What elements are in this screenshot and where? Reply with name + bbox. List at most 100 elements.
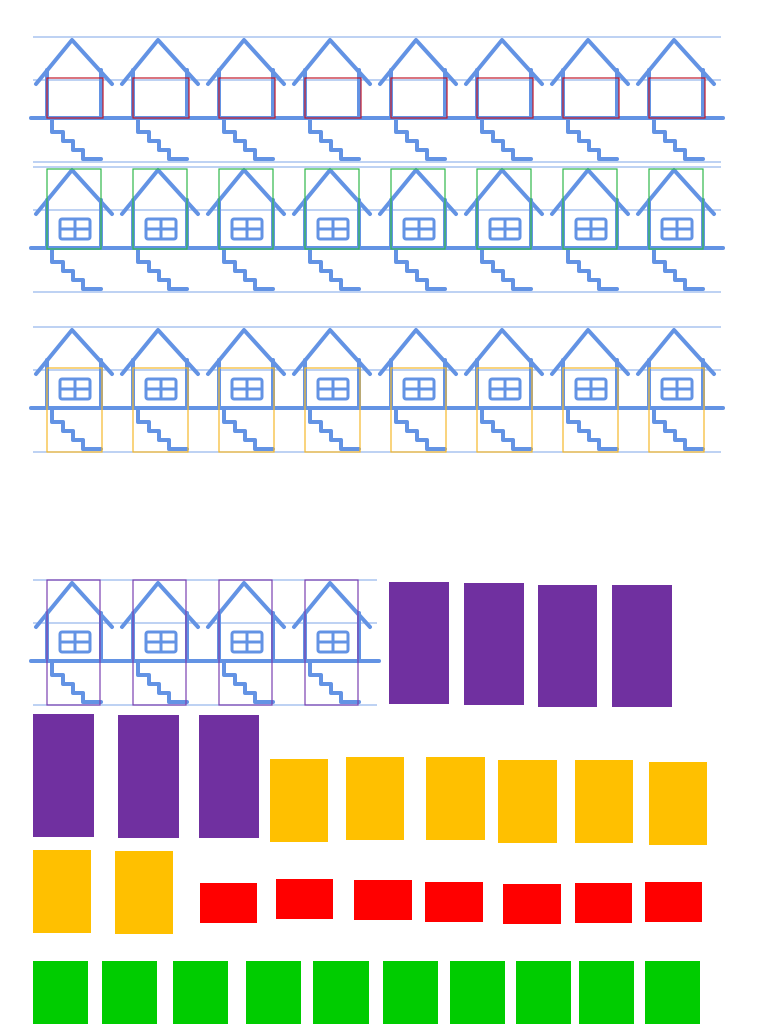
color-block: [246, 961, 301, 1024]
house: [29, 579, 123, 706]
house: [287, 328, 381, 453]
stairs: [480, 118, 533, 161]
highlight-box: [390, 367, 447, 453]
color-block: [575, 760, 633, 843]
highlight-box: [390, 168, 446, 250]
highlight-box: [648, 168, 704, 250]
color-block: [33, 961, 88, 1024]
color-block: [276, 879, 333, 919]
color-block: [173, 961, 228, 1024]
stairs: [50, 248, 103, 291]
stairs: [136, 661, 189, 704]
color-block: [33, 714, 94, 837]
color-block: [575, 883, 632, 923]
stairs: [136, 248, 189, 291]
color-block: [464, 583, 524, 705]
house: [287, 168, 381, 291]
color-block: [503, 884, 561, 924]
house: [201, 328, 295, 453]
stairs: [308, 408, 361, 451]
house: [115, 38, 209, 161]
house: [29, 328, 123, 453]
color-block: [612, 585, 672, 707]
color-block: [425, 882, 483, 922]
color-block: [538, 585, 597, 707]
stairs: [394, 408, 447, 451]
stairs: [566, 408, 619, 451]
highlight-box: [476, 367, 533, 453]
house: [115, 579, 209, 706]
color-block: [579, 961, 634, 1024]
highlight-box: [562, 77, 620, 119]
house: [201, 38, 295, 161]
highlight-box: [46, 168, 102, 250]
highlight-box: [218, 579, 273, 706]
color-block: [383, 961, 438, 1024]
house: [373, 168, 467, 291]
highlight-box: [304, 77, 362, 119]
house: [201, 168, 295, 291]
highlight-box: [390, 77, 448, 119]
highlight-box: [132, 168, 188, 250]
house: [459, 168, 553, 291]
stairs: [566, 248, 619, 291]
color-block: [645, 961, 700, 1024]
stairs: [308, 118, 361, 161]
color-block: [498, 760, 557, 843]
house: [287, 38, 381, 161]
color-block: [346, 757, 404, 840]
house: [631, 168, 725, 291]
stairs: [308, 661, 361, 704]
color-block: [200, 883, 257, 923]
stairs: [480, 408, 533, 451]
highlight-box: [304, 579, 359, 706]
stairs: [222, 661, 275, 704]
highlight-box: [562, 168, 618, 250]
highlight-box: [218, 168, 274, 250]
color-block: [313, 961, 369, 1024]
color-block: [118, 715, 179, 838]
color-block: [426, 757, 485, 840]
color-block: [199, 715, 259, 838]
color-block: [450, 961, 505, 1024]
highlight-box: [46, 77, 104, 119]
house: [287, 579, 381, 706]
highlight-box: [562, 367, 619, 453]
color-block: [649, 762, 707, 845]
house: [29, 168, 123, 291]
highlight-box: [304, 367, 361, 453]
highlight-box: [46, 579, 101, 706]
highlight-box: [46, 367, 103, 453]
house: [545, 38, 639, 161]
color-block: [33, 850, 91, 933]
color-block: [354, 880, 412, 920]
stairs: [566, 118, 619, 161]
color-block: [645, 882, 702, 922]
stairs: [394, 118, 447, 161]
house: [459, 328, 553, 453]
stairs: [136, 118, 189, 161]
stairs: [222, 248, 275, 291]
stairs: [652, 118, 705, 161]
stairs: [50, 118, 103, 161]
house: [373, 38, 467, 161]
highlight-box: [218, 77, 276, 119]
stairs: [652, 408, 705, 451]
stairs: [136, 408, 189, 451]
stairs: [308, 248, 361, 291]
house: [115, 168, 209, 291]
house: [459, 38, 553, 161]
stairs: [222, 408, 275, 451]
stairs: [480, 248, 533, 291]
highlight-box: [648, 367, 705, 453]
stairs: [652, 248, 705, 291]
house: [545, 168, 639, 291]
highlight-box: [648, 77, 706, 119]
house: [201, 579, 295, 706]
color-block: [516, 961, 571, 1024]
stairs: [222, 118, 275, 161]
color-block: [270, 759, 328, 842]
color-block: [115, 851, 173, 934]
stairs: [50, 408, 103, 451]
